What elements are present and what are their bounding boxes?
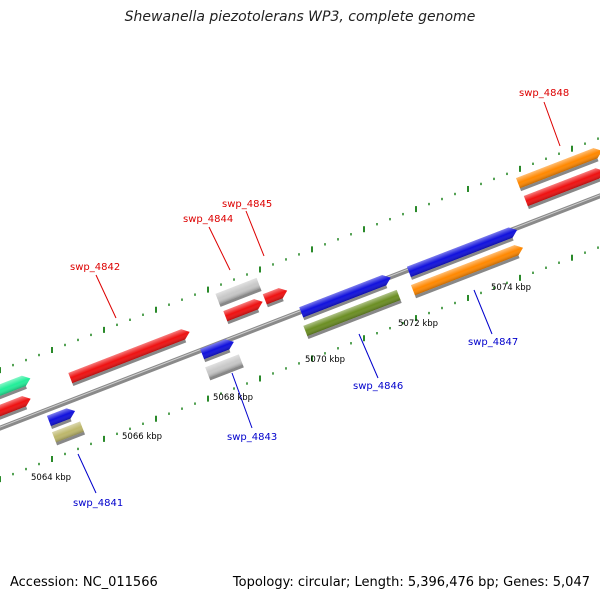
gene-swp_4844[interactable] [215, 277, 262, 307]
genome-summary-text: Topology: circular; Length: 5,396,476 bp… [232, 575, 590, 590]
gene-swp_4847a[interactable] [406, 225, 520, 280]
callout-line [208, 226, 231, 271]
gene-features [0, 146, 600, 446]
gene-swp_4846[interactable] [303, 289, 402, 339]
callout-line [245, 210, 265, 257]
gene-red-left[interactable] [0, 394, 34, 422]
gene-label-swp_4846[interactable]: swp_4846 [353, 381, 403, 392]
gene-label-swp_4847[interactable]: swp_4847 [468, 337, 518, 348]
gene-swp_4845[interactable] [262, 286, 290, 308]
callout-line [77, 453, 97, 494]
kbp-label-5064: 5064 kbp [31, 473, 71, 483]
kbp-label-5072: 5072 kbp [398, 319, 438, 329]
label-callouts [77, 101, 561, 494]
kbp-label-5070: 5070 kbp [305, 355, 345, 365]
gene-teal[interactable] [0, 373, 33, 404]
gene-swp_4846a[interactable] [299, 273, 394, 321]
tick-track-top [0, 137, 599, 374]
gene-label-swp_4841[interactable]: swp_4841 [73, 498, 123, 509]
gene-swp_4847[interactable] [410, 243, 526, 299]
gene-label-swp_4845[interactable]: swp_4845 [222, 199, 272, 210]
gene-label-swp_4842[interactable]: swp_4842 [70, 262, 120, 273]
callout-line [231, 372, 253, 429]
genome-title: Shewanella piezotolerans WP3, complete g… [124, 9, 476, 25]
gene-label-swp_4844[interactable]: swp_4844 [183, 214, 233, 225]
callout-line [95, 274, 117, 319]
gene-swp_4842[interactable] [68, 327, 192, 387]
kbp-label-5066: 5066 kbp [122, 432, 162, 442]
gene-label-swp_4843[interactable]: swp_4843 [227, 432, 277, 443]
gene-label-swp_4848[interactable]: swp_4848 [519, 88, 569, 99]
gene-swp_4841[interactable] [46, 406, 78, 429]
callout-line [473, 289, 493, 335]
tick-track-bottom [0, 246, 599, 483]
gene-swp_4843b[interactable] [205, 354, 244, 381]
kbp-label-5074: 5074 kbp [491, 283, 531, 293]
gene-swp_4848b[interactable] [523, 166, 600, 210]
gene-swp_4844b[interactable] [223, 297, 265, 325]
callout-line [543, 101, 561, 147]
gene-swp_4841b[interactable] [52, 421, 86, 446]
kbp-label-5068: 5068 kbp [213, 393, 253, 403]
gene-swp_4843[interactable] [200, 337, 237, 363]
gene-swp_4848[interactable] [516, 146, 600, 192]
callout-line [358, 333, 379, 379]
accession-text: Accession: NC_011566 [10, 575, 158, 590]
